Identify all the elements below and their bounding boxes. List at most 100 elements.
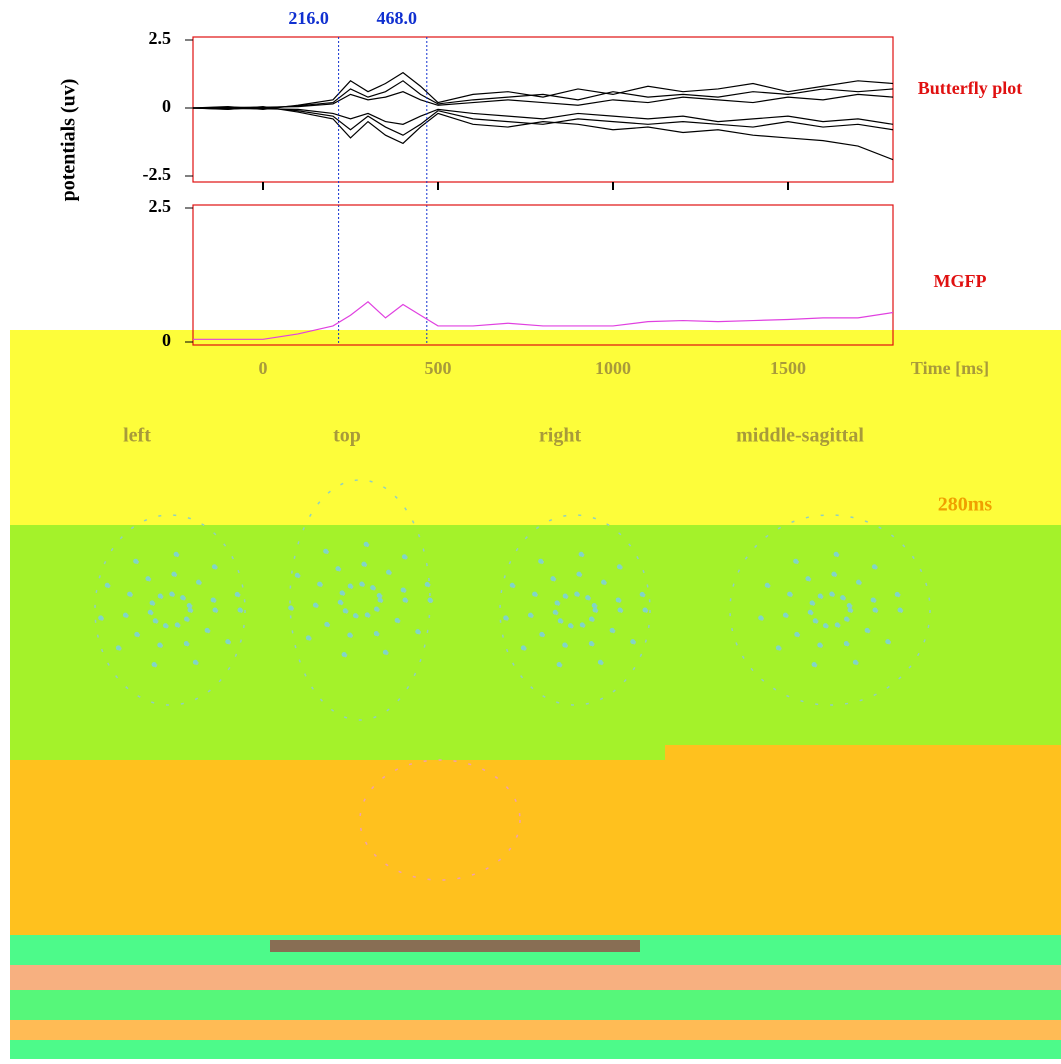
view-label: right: [539, 425, 582, 447]
marker-label: 468.0: [377, 8, 418, 28]
electrode: [551, 609, 559, 616]
marker-label: 216.0: [288, 8, 329, 28]
electrode: [195, 578, 202, 586]
electrode: [893, 591, 901, 598]
electrode: [597, 658, 604, 666]
electrode: [832, 550, 840, 558]
electrode: [148, 599, 156, 607]
electrode: [520, 644, 527, 652]
electrode: [810, 661, 818, 668]
electrode: [782, 611, 789, 619]
electrode: [575, 570, 583, 578]
electrode: [144, 575, 152, 582]
electrode: [863, 627, 871, 634]
electrode: [871, 563, 878, 570]
electrode: [808, 599, 816, 607]
electrode: [573, 590, 580, 598]
electrode: [236, 606, 244, 614]
electrode: [399, 586, 407, 594]
electrode: [322, 547, 329, 555]
view-label: left: [123, 425, 151, 447]
electrode: [426, 596, 434, 604]
electrode: [156, 592, 164, 600]
electrode: [382, 648, 389, 656]
electrode: [414, 628, 422, 635]
plot-frame: [192, 204, 894, 346]
electrode: [183, 615, 190, 623]
electrode: [323, 621, 331, 628]
electrode: [173, 621, 181, 629]
electrode: [162, 622, 169, 629]
electrode: [115, 644, 122, 652]
electrode: [316, 580, 323, 588]
electrode: [584, 594, 591, 601]
electrode: [233, 591, 241, 598]
electrode: [843, 615, 850, 623]
electrode: [793, 631, 801, 638]
electrode: [555, 661, 563, 668]
y-tick-label: -2.5: [143, 164, 172, 184]
electrode: [855, 578, 862, 586]
electrode: [346, 582, 354, 590]
electrode: [401, 596, 409, 604]
electrode: [346, 631, 354, 639]
y-tick-label: 0: [162, 96, 171, 116]
electrode: [638, 591, 646, 598]
x-tick-label: 0: [259, 358, 268, 378]
electrode: [122, 611, 129, 619]
electrode: [146, 609, 154, 616]
band: [10, 965, 1061, 990]
electrode: [186, 606, 194, 614]
electrode: [133, 631, 141, 638]
electrode: [401, 553, 408, 560]
electrode: [209, 596, 217, 604]
electrode: [561, 641, 569, 649]
electrode: [588, 640, 595, 647]
electrode: [342, 607, 349, 615]
electrode: [896, 606, 904, 614]
electrode: [812, 617, 819, 625]
electrode: [527, 611, 534, 619]
band: [665, 745, 1061, 765]
electrode: [537, 557, 544, 565]
electrode: [373, 605, 380, 613]
electrode: [763, 581, 771, 589]
electrode: [616, 563, 623, 570]
electrode: [839, 594, 846, 601]
x-tick-label: 1500: [770, 358, 806, 378]
view-label: middle-sagittal: [736, 425, 864, 447]
electrode: [312, 601, 319, 609]
electrode: [352, 612, 359, 619]
electrode: [393, 617, 401, 624]
time-label: 280ms: [938, 494, 993, 516]
electrode: [830, 570, 838, 578]
chart-title: MGFP: [934, 271, 987, 291]
head: [499, 514, 651, 706]
y-axis-label: potentials (uv): [58, 79, 80, 202]
electrode: [614, 596, 622, 604]
electrode: [846, 606, 854, 614]
electrode: [786, 590, 793, 598]
electrode: [884, 638, 892, 645]
electrode: [588, 615, 595, 623]
electrode: [170, 570, 178, 578]
x-axis-label: Time [ms]: [911, 358, 989, 378]
electrode: [179, 594, 186, 601]
electrode: [816, 641, 824, 649]
electrode: [373, 630, 380, 637]
electrode: [531, 590, 538, 598]
electrode: [385, 568, 392, 576]
electrode: [806, 609, 814, 616]
y-tick-label: 2.5: [149, 28, 172, 48]
plot-frame: [192, 36, 894, 183]
series-line: [192, 106, 894, 136]
electrode: [816, 592, 824, 600]
electrode: [553, 599, 561, 607]
electrode: [775, 644, 782, 652]
electrode: [629, 638, 637, 645]
electrode: [828, 590, 835, 598]
electrode: [843, 640, 850, 647]
electrode: [211, 606, 219, 614]
